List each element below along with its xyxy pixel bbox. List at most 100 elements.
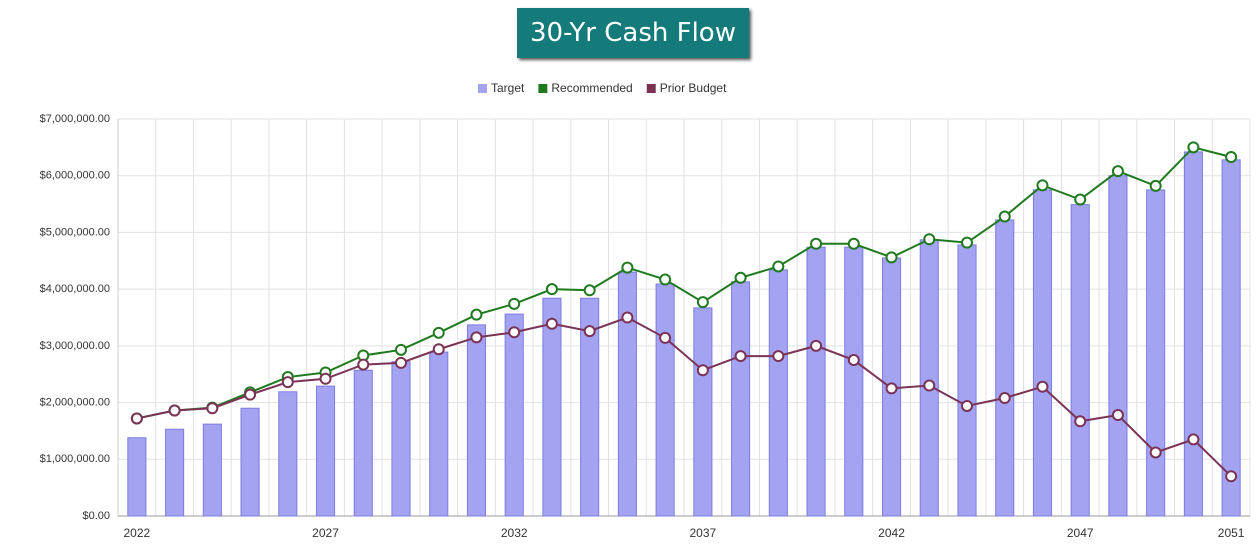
y-tick-label: $4,000,000.00 <box>40 283 110 295</box>
point <box>621 261 634 274</box>
y-tick-label: $2,000,000.00 <box>40 396 110 408</box>
legend-swatch <box>646 84 656 93</box>
point <box>206 402 219 415</box>
x-tick-label: 2037 <box>690 526 717 540</box>
point <box>621 311 634 324</box>
x-tick-label: 2051 <box>1218 526 1245 540</box>
bar <box>315 385 336 517</box>
point <box>772 260 785 273</box>
bar <box>617 271 637 517</box>
point <box>1149 179 1162 192</box>
legend-swatch <box>538 84 548 93</box>
bar <box>1221 159 1241 517</box>
point <box>432 326 445 339</box>
bar <box>957 244 977 517</box>
x-tick-label: 2022 <box>124 526 151 540</box>
point <box>357 358 370 371</box>
point <box>545 283 558 296</box>
y-tick-label: $6,000,000.00 <box>40 170 110 182</box>
bar <box>127 437 147 517</box>
point <box>696 364 709 377</box>
bar <box>504 313 524 517</box>
point <box>847 237 860 250</box>
x-tick-label: 2027 <box>312 526 339 540</box>
bar <box>655 283 675 517</box>
bar <box>466 324 487 517</box>
x-tick-label: 2047 <box>1067 526 1094 540</box>
point <box>961 399 973 412</box>
y-tick-label: $7,000,000.00 <box>40 113 110 125</box>
point <box>1225 150 1238 163</box>
point <box>772 350 785 363</box>
chart-title: 30-Yr Cash Flow <box>517 8 749 58</box>
bar <box>919 239 939 517</box>
point <box>545 317 558 330</box>
point <box>961 236 973 249</box>
point <box>923 233 936 246</box>
point <box>998 210 1011 223</box>
bar <box>995 219 1015 517</box>
point <box>395 343 407 356</box>
y-tick-label: $0.00 <box>82 510 110 522</box>
point <box>508 326 521 339</box>
bar <box>1070 204 1090 517</box>
point <box>659 273 672 286</box>
point <box>583 325 596 338</box>
point <box>659 331 672 344</box>
bar <box>768 269 788 517</box>
point <box>810 339 823 352</box>
bar <box>542 297 562 517</box>
point <box>319 372 332 385</box>
point <box>395 356 407 369</box>
point <box>508 297 521 310</box>
point <box>244 388 257 401</box>
point <box>470 331 483 344</box>
point <box>923 379 936 392</box>
y-tick-label: $5,000,000.00 <box>40 226 110 238</box>
point <box>1149 446 1162 459</box>
y-tick-label: $1,000,000.00 <box>40 453 110 465</box>
bar <box>693 307 713 517</box>
bar <box>240 407 260 517</box>
point <box>847 354 860 367</box>
point <box>1074 193 1087 206</box>
legend-swatch <box>478 84 487 93</box>
point <box>1187 433 1200 446</box>
bar <box>391 361 411 517</box>
bar <box>353 369 373 517</box>
x-tick-label: 2032 <box>501 526 528 540</box>
line <box>136 146 1232 420</box>
point <box>130 412 143 425</box>
bar <box>1183 151 1203 517</box>
legend-label: Target <box>491 81 525 95</box>
legend-label: Recommended <box>551 81 632 95</box>
line <box>136 316 1232 478</box>
bar <box>1032 189 1053 517</box>
bar <box>580 297 600 517</box>
point <box>734 271 747 284</box>
bar <box>278 391 298 517</box>
point <box>1225 470 1238 483</box>
point <box>1111 165 1124 178</box>
point <box>810 237 823 250</box>
point <box>885 251 898 264</box>
bar <box>1146 189 1166 517</box>
point <box>1036 179 1049 192</box>
bar <box>844 246 864 517</box>
bar <box>429 351 449 517</box>
bar <box>806 246 826 517</box>
point <box>168 404 181 417</box>
point <box>1111 409 1124 422</box>
x-tick-label: 2042 <box>878 526 905 540</box>
point <box>583 284 596 297</box>
legend-label: Prior Budget <box>660 81 727 95</box>
point <box>885 382 898 395</box>
point <box>734 350 747 363</box>
point <box>696 296 709 309</box>
bar <box>1108 175 1128 517</box>
point <box>470 308 483 321</box>
bar <box>202 423 222 517</box>
point <box>1187 141 1200 154</box>
